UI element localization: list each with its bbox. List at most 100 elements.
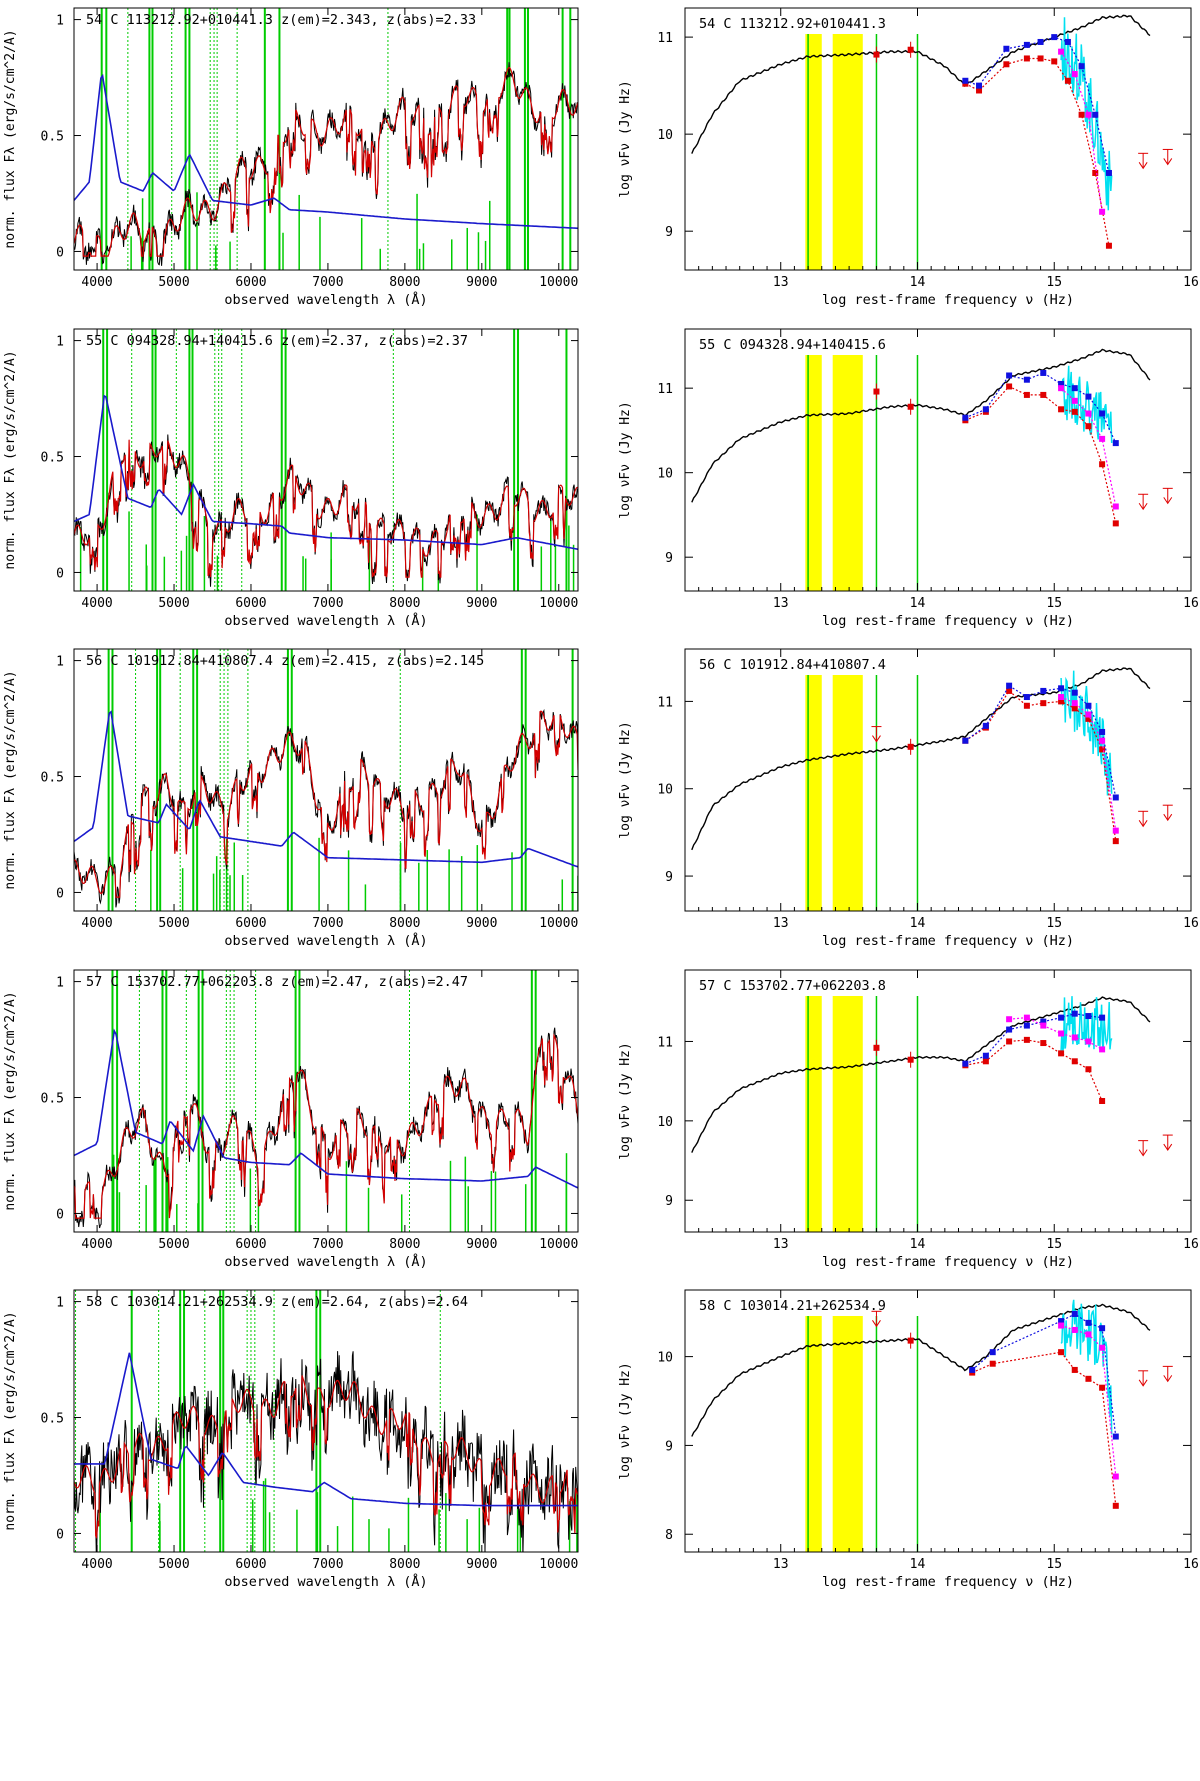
sed-red-dotted-line xyxy=(965,57,1110,246)
spectrum-x-axis-label: observed wavelength λ (Å) xyxy=(224,612,427,629)
sed-magenta-point xyxy=(1099,435,1106,442)
sed-red-dotted-line xyxy=(965,689,1117,842)
sed-red-point xyxy=(1037,55,1044,62)
x-tick-label: 4000 xyxy=(81,275,112,290)
upper-limit-arrow xyxy=(1163,158,1173,166)
spectrum-y-axis-label: norm. flux Fλ (erg/s/cm^2/A) xyxy=(3,350,18,569)
sed-y-axis-label: log νFν (Jy Hz) xyxy=(618,1042,633,1159)
sed-template-curve xyxy=(691,14,1151,154)
sed-blue-point xyxy=(1105,169,1112,176)
sed-red-point xyxy=(1051,58,1058,65)
sed-magenta-point xyxy=(1085,711,1092,718)
sed-red-point xyxy=(1040,700,1047,707)
y-tick-label: 9 xyxy=(665,1439,673,1454)
sed-red-dotted-line xyxy=(965,1039,1103,1102)
sed-magenta-point xyxy=(1040,1022,1047,1029)
sed-red-point xyxy=(1064,77,1071,84)
sed-red-point xyxy=(1085,1066,1092,1073)
sed-blue-point xyxy=(1071,1310,1078,1317)
sed-red-point xyxy=(1023,1036,1030,1043)
spitzer-band xyxy=(832,34,863,270)
x-tick-label: 5000 xyxy=(158,596,189,611)
sed-red-point xyxy=(1085,715,1092,722)
x-tick-label: 7000 xyxy=(312,916,343,931)
sed-red-point xyxy=(1040,391,1047,398)
sed-red-point xyxy=(1006,1038,1013,1045)
sed-red-point xyxy=(1058,698,1065,705)
model-spectrum-line xyxy=(74,439,578,578)
sed-red-point xyxy=(1071,705,1078,712)
sed-blue-point xyxy=(1078,63,1085,70)
y-tick-label: 0.5 xyxy=(41,1092,64,1107)
upper-limit-arrow xyxy=(1138,820,1148,828)
sed-y-axis-label: log νFν (Jy Hz) xyxy=(618,80,633,197)
x-tick-label: 5000 xyxy=(158,1237,189,1252)
sed-magenta-point xyxy=(1112,503,1119,510)
x-tick-label: 13 xyxy=(773,275,789,290)
sed-magenta-point xyxy=(1071,1034,1078,1041)
spitzer-band xyxy=(805,34,822,270)
sed-blue-point xyxy=(969,1366,976,1373)
model-spectrum-line xyxy=(74,66,578,257)
sed-blue-point xyxy=(1006,372,1013,379)
sed-magenta-point xyxy=(1058,1030,1065,1037)
x-tick-label: 9000 xyxy=(466,1237,497,1252)
sed-y-axis-label: log νFν (Jy Hz) xyxy=(618,721,633,838)
x-tick-label: 10000 xyxy=(539,1237,578,1252)
sed-blue-point xyxy=(1085,393,1092,400)
sed-magenta-point xyxy=(1006,1016,1013,1023)
x-tick-label: 7000 xyxy=(312,596,343,611)
sed-red-point xyxy=(1099,1384,1106,1391)
x-tick-label: 14 xyxy=(910,916,926,931)
sed-plot-area xyxy=(691,667,1173,911)
sed-frame xyxy=(684,7,1192,271)
sed-x-axis-label: log rest-frame frequency ν (Hz) xyxy=(822,613,1074,629)
x-tick-label: 10000 xyxy=(539,596,578,611)
sed-red-point xyxy=(1058,406,1065,413)
x-tick-label: 9000 xyxy=(466,916,497,931)
sed-panel-2: 13 14 15 16 9 10 11 56 C 101912.84+410807.4 log … xyxy=(618,648,1199,949)
sed-red-point xyxy=(1023,391,1030,398)
sed-photometry-point xyxy=(907,403,914,410)
x-tick-label: 7000 xyxy=(312,275,343,290)
x-tick-label: 10000 xyxy=(539,1557,578,1572)
sed-blue-point xyxy=(1099,1014,1106,1021)
sed-template-curve xyxy=(691,348,1151,503)
sed-frame xyxy=(684,969,1192,1233)
quasar-template-line xyxy=(74,73,578,230)
sed-blue-point xyxy=(1040,1018,1047,1025)
spitzer-band xyxy=(832,1316,863,1552)
y-tick-label: 11 xyxy=(657,695,673,710)
sed-optical-spectrum xyxy=(1060,670,1113,796)
spectrum-plot-area xyxy=(74,649,578,911)
x-tick-label: 9000 xyxy=(466,275,497,290)
sed-blue-point xyxy=(1099,728,1106,735)
sed-red-point xyxy=(989,1360,996,1367)
sed-blue-point xyxy=(1006,1026,1013,1033)
sed-red-point xyxy=(1023,702,1030,709)
sed-blue-point xyxy=(989,1349,996,1356)
sed-blue-point xyxy=(962,77,969,84)
sed-photometry-point xyxy=(907,1337,914,1344)
y-tick-label: 8 xyxy=(665,1528,673,1543)
x-tick-label: 7000 xyxy=(312,1557,343,1572)
y-tick-label: 1 xyxy=(56,1296,64,1311)
x-tick-label: 5000 xyxy=(158,916,189,931)
sed-red-point xyxy=(1040,1040,1047,1047)
sed-blue-dotted-line xyxy=(965,36,1110,174)
spectrum-plot-area xyxy=(74,1290,578,1552)
spectrum-plot-area xyxy=(74,970,578,1232)
sed-title: 56 C 101912.84+410807.4 xyxy=(699,657,886,673)
sed-blue-point xyxy=(962,737,969,744)
sed-magenta-point xyxy=(1058,1322,1065,1329)
sed-panel-4: 13 14 15 16 8 9 10 58 C 103014.21+262534.9 log r… xyxy=(618,1289,1199,1590)
sed-y-axis-label: log νFν (Jy Hz) xyxy=(618,1362,633,1479)
spitzer-band xyxy=(832,996,863,1232)
y-tick-label: 10 xyxy=(657,783,673,798)
sed-x-axis-label: log rest-frame frequency ν (Hz) xyxy=(822,933,1074,949)
model-spectrum-line xyxy=(74,1033,578,1219)
spectrum-plot-area xyxy=(74,8,578,270)
spectrum-x-axis-label: observed wavelength λ (Å) xyxy=(224,1573,427,1590)
observed-spectrum-line xyxy=(74,1351,578,1552)
